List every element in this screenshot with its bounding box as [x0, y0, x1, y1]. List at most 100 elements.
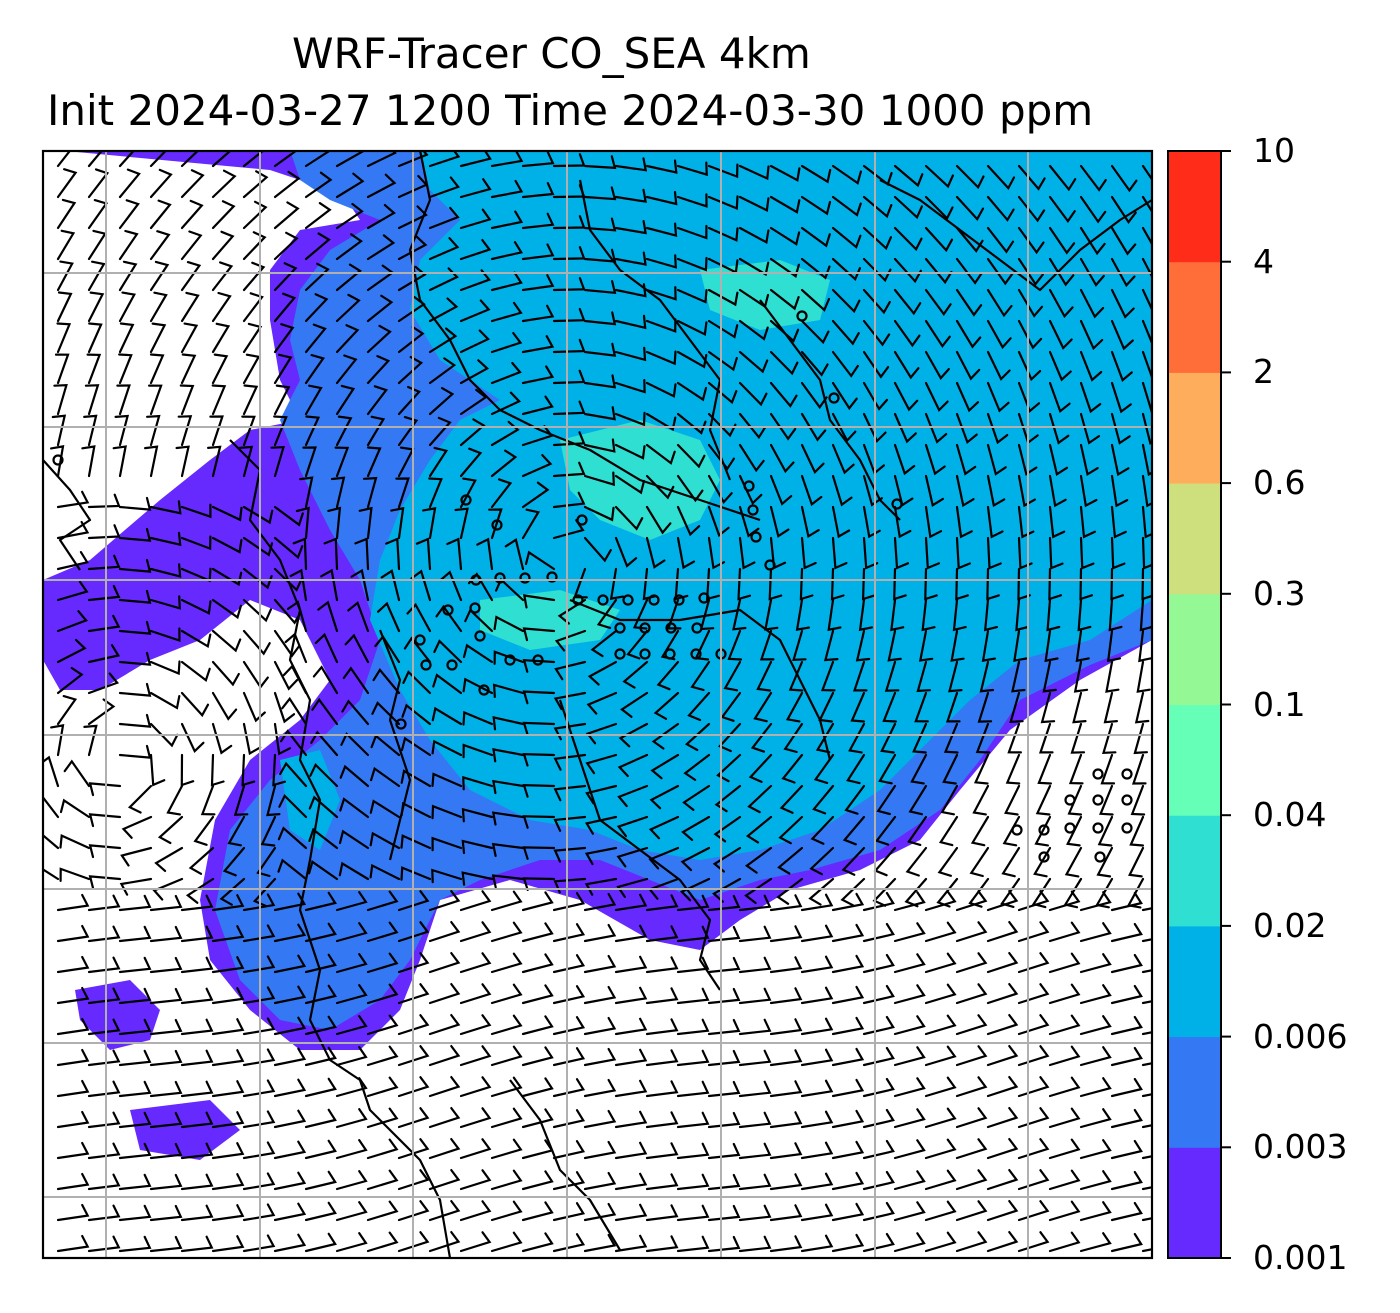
wind-barb [120, 846, 153, 867]
wind-barb [369, 831, 401, 850]
wind-barb [1038, 722, 1054, 754]
wind-barb [622, 660, 649, 689]
wind-barb [397, 1107, 430, 1129]
wind-barb [862, 891, 895, 912]
wind-barb [924, 412, 948, 444]
wind-barb [43, 755, 60, 788]
wind-barb [738, 443, 765, 473]
wind-barb [552, 461, 586, 478]
wind-barb [56, 610, 88, 633]
wind-barb [970, 815, 990, 847]
wind-barb [648, 815, 680, 840]
wind-barb [242, 691, 266, 723]
wind-barb [1079, 1015, 1112, 1036]
wind-barb [676, 894, 710, 912]
wind-barb [893, 536, 910, 570]
wind-barb [273, 1047, 307, 1067]
wind-barb [118, 229, 139, 261]
wind-barb [149, 563, 182, 578]
wind-barb [552, 431, 586, 447]
wind-barb [1017, 288, 1044, 318]
coastline-west-edge [43, 459, 92, 571]
wind-barb [553, 815, 587, 832]
wind-barb [707, 894, 741, 912]
calm-wind-circle [614, 622, 626, 634]
wind-barb [459, 1076, 492, 1098]
calm-wind-circle [446, 659, 458, 671]
colorbar-tick-label: 0.001 [1253, 1238, 1348, 1277]
wind-barb [893, 319, 921, 348]
wind-barb [149, 595, 181, 610]
wind-barb [769, 956, 803, 974]
wind-barb [180, 987, 214, 1005]
wind-barb [175, 445, 190, 478]
wind-barb [1066, 815, 1083, 847]
wind-barb [87, 151, 103, 168]
wind-barb [769, 412, 797, 441]
wind-barb [955, 474, 975, 508]
wind-barb [720, 691, 742, 722]
wind-barb [614, 157, 648, 172]
wind-barb [893, 891, 926, 912]
colorbar-frame [1167, 150, 1222, 1259]
wind-barb [893, 412, 917, 444]
wind-barb [955, 1138, 988, 1160]
wind-barb [180, 1204, 214, 1222]
wind-barb [690, 660, 711, 692]
wind-barb [1048, 350, 1072, 382]
wind-barb [707, 288, 739, 307]
wind-barb [800, 536, 817, 570]
wind-barb [522, 815, 556, 829]
wind-barb [707, 412, 737, 438]
wind-barb [87, 493, 121, 509]
wind-barb [852, 660, 868, 692]
wind-barb [304, 262, 330, 292]
wind-barb [831, 443, 855, 475]
wind-barb [800, 474, 823, 507]
wind-barb [522, 752, 556, 767]
wind-barb [180, 503, 212, 519]
wind-barb [1048, 257, 1075, 287]
wind-barb [759, 629, 775, 661]
wind-barb [552, 491, 586, 509]
wind-barb [242, 231, 267, 261]
wind-barb [1106, 629, 1121, 663]
wind-barb [831, 923, 865, 943]
wind-barb [707, 1080, 741, 1098]
wind-barb [862, 226, 892, 251]
wind-barb [459, 890, 492, 912]
wind-barb [397, 952, 430, 974]
wind-barb [428, 1231, 461, 1253]
wind-barb [1079, 319, 1104, 351]
wind-barb [924, 164, 954, 189]
wind-barb [955, 952, 988, 974]
wind-barb [744, 877, 773, 904]
wind-barb [645, 1111, 679, 1129]
wind-barb [1098, 784, 1114, 816]
wind-barb [56, 551, 89, 571]
wind-barb [862, 288, 891, 315]
wind-barb [645, 190, 678, 206]
wind-barb [707, 987, 741, 1005]
wind-barb [1079, 226, 1106, 256]
wind-barb [402, 670, 432, 695]
wind-barb [461, 807, 494, 823]
wind-barb [1110, 288, 1135, 319]
wind-barb [273, 323, 295, 354]
wind-barb [1048, 1138, 1081, 1160]
calm-wind-circle [504, 654, 516, 666]
wind-barb [645, 318, 677, 333]
wind-barb [273, 170, 301, 199]
wind-barb [341, 699, 370, 726]
wind-barb [1110, 1201, 1143, 1222]
wind-barb [769, 319, 800, 343]
wind-barb [676, 193, 708, 208]
calm-wind-circle [665, 622, 677, 634]
wind-barb [986, 1231, 1019, 1253]
wind-barb [149, 1173, 183, 1191]
wind-barb [366, 151, 397, 168]
wind-barb [335, 233, 363, 261]
wind-barb [808, 877, 835, 906]
wind-barb [219, 877, 246, 906]
wind-barb [1048, 536, 1064, 570]
